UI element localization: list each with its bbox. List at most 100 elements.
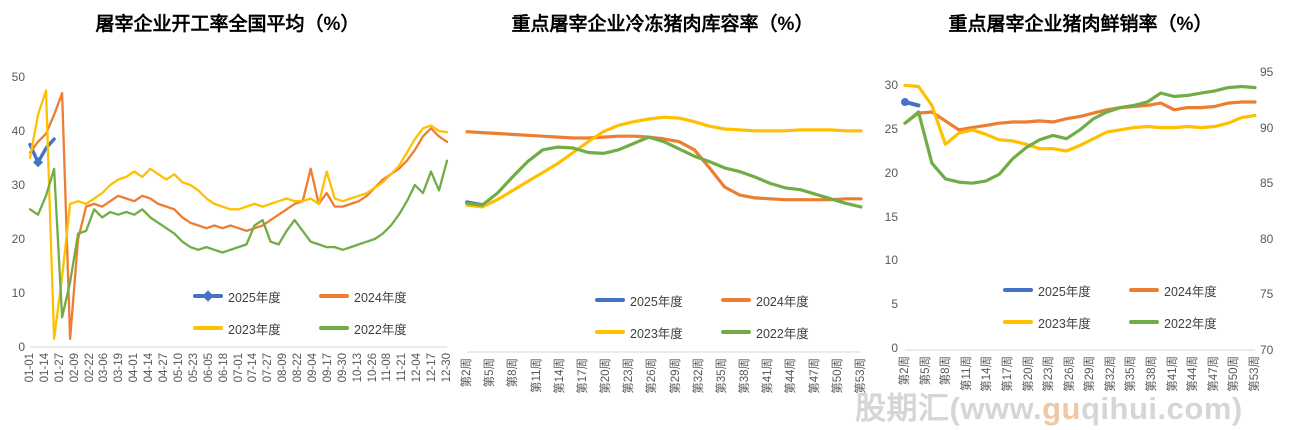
legend-swatch xyxy=(595,298,625,302)
legend-item-2023年度: 2023年度 xyxy=(193,321,281,337)
x-tick-label: 第14周 xyxy=(553,358,566,394)
x-tick-label: 10-13 xyxy=(351,353,364,383)
x-tick-label: 02-09 xyxy=(68,353,81,383)
x-tick-label: 09-17 xyxy=(321,353,334,383)
legend-swatch xyxy=(319,326,349,330)
x-tick-label: 03-06 xyxy=(98,353,111,383)
legend-label: 2023年度 xyxy=(1038,316,1091,331)
legend-item-2022年度: 2022年度 xyxy=(721,325,809,341)
y-tick-label: 95 xyxy=(1260,65,1274,79)
chart-title: 重点屠宰企业猪肉鲜销率（%） xyxy=(948,14,1213,35)
x-tick-label: 第26周 xyxy=(646,358,659,394)
legend-label: 2024年度 xyxy=(354,290,407,305)
y-tick-label: 0 xyxy=(18,340,25,354)
legend-label: 2022年度 xyxy=(1164,316,1217,331)
x-tick-label: 07-27 xyxy=(262,353,275,383)
x-tick-label: 第11周 xyxy=(530,358,543,393)
x-tick-label: 第8周 xyxy=(507,358,520,388)
legend-swatch xyxy=(1129,320,1159,324)
chart-title: 重点屠宰企业冷冻猪肉库容率（%） xyxy=(511,14,814,35)
series-line-2025年度 xyxy=(28,137,56,164)
y-tick-label: 80 xyxy=(1260,231,1274,246)
y-tick-label: 85 xyxy=(1260,176,1274,191)
x-tick-label: 12-30 xyxy=(441,353,453,383)
legend-swatch xyxy=(319,294,349,298)
x-tick-label: 07-14 xyxy=(247,353,260,383)
x-tick-label: 08-22 xyxy=(292,353,305,383)
chart-fresh-sales-panel: 重点屠宰企业猪肉鲜销率（%） 30 25 20 15 10 5 0 95 90 85 80 75 70 第… xyxy=(870,0,1291,430)
legend-swatch xyxy=(193,290,223,302)
x-tick-label: 第17周 xyxy=(576,358,589,394)
x-tick-label: 05-10 xyxy=(172,353,185,383)
legend-item-2025年度: 2025年度 xyxy=(595,293,683,309)
x-tick-label: 10-26 xyxy=(366,353,379,383)
series-line-2023年度 xyxy=(465,115,863,209)
series-line-2023年度 xyxy=(28,89,449,341)
y-tick-label: 30 xyxy=(884,78,898,92)
y-tick-label: 40 xyxy=(11,124,25,138)
x-tick-label: 06-05 xyxy=(202,353,215,383)
legend-marker xyxy=(202,290,214,302)
x-tick-label: 12-04 xyxy=(411,353,424,383)
y-tick-label: 50 xyxy=(11,70,25,84)
x-tick-label: 11-08 xyxy=(381,353,394,382)
x-tick-label: 09-30 xyxy=(336,353,349,383)
x-tick-label: 第41周 xyxy=(762,358,775,394)
chart-storage-rate-panel: 重点屠宰企业冷冻猪肉库容率（%） 第2周 第5周 第8周 第11周 第14周 第17周 第2… xyxy=(455,0,870,430)
x-tick-label: 第50周 xyxy=(831,358,844,394)
legend-swatch xyxy=(1003,288,1033,292)
legend-item-2025年度: 2025年度 xyxy=(193,289,281,305)
legend-label: 2022年度 xyxy=(756,326,809,341)
y-tick-label: 20 xyxy=(884,165,898,180)
legend-item-2025年度: 2025年度 xyxy=(1003,283,1091,299)
watermark: 股期汇(www.guqihui.com) xyxy=(855,383,1243,428)
x-tick-label: 04-14 xyxy=(143,353,156,383)
x-tick-label: 第29周 xyxy=(669,358,682,394)
legend-item-2022年度: 2022年度 xyxy=(319,321,407,337)
chart-operating-rate-panel: 屠宰企业开工率全国平均（%） 50 40 30 20 10 0 01-01 01-14 01-2… xyxy=(0,0,455,430)
y-tick-label: 0 xyxy=(891,341,898,355)
legend-swatch xyxy=(721,298,751,302)
legend-item-2024年度: 2024年度 xyxy=(721,293,809,309)
y-tick-label: 15 xyxy=(884,209,898,224)
legend-item-2024年度: 2024年度 xyxy=(1129,283,1217,299)
y-tick-label: 25 xyxy=(884,121,898,136)
y-tick-label: 20 xyxy=(11,232,25,246)
legend-item-2023年度: 2023年度 xyxy=(1003,315,1091,331)
x-tick-label: 06-18 xyxy=(217,353,230,383)
legend-label: 2024年度 xyxy=(756,294,809,309)
y-tick-label: 70 xyxy=(1260,343,1274,357)
y-tick-label: 5 xyxy=(891,297,898,312)
x-tick-label: 第38周 xyxy=(739,358,752,394)
chart-title: 屠宰企业开工率全国平均（%） xyxy=(95,14,360,35)
x-tick-label: 08-09 xyxy=(277,353,290,383)
watermark-highlight: gu xyxy=(1042,391,1081,426)
line-plot xyxy=(28,89,449,348)
series-line-2024年度 xyxy=(465,130,863,202)
y-tick-label: 75 xyxy=(1260,287,1274,302)
x-tick-label: 第44周 xyxy=(785,358,798,394)
legend-swatch xyxy=(193,326,223,330)
series-marker-2025年度 xyxy=(901,98,909,107)
line-plot xyxy=(901,83,1257,351)
watermark-suffix: qihui.com) xyxy=(1081,391,1243,426)
x-tick-label: 07-01 xyxy=(232,353,245,383)
series-line-2023年度 xyxy=(903,83,1257,153)
x-tick-label: 第32周 xyxy=(692,358,705,394)
series-marker-2025年度 xyxy=(33,157,43,168)
y-tick-label: 90 xyxy=(1260,120,1274,135)
y-tick-label: 10 xyxy=(884,253,898,268)
legend-label: 2024年度 xyxy=(1164,284,1217,299)
y-tick-label: 10 xyxy=(11,286,25,300)
watermark-prefix: 股期汇(www. xyxy=(855,391,1043,426)
x-tick-label: 11-21 xyxy=(396,353,409,382)
x-tick-label: 05-23 xyxy=(187,353,200,383)
series-line-2022年度 xyxy=(903,84,1257,185)
x-tick-label: 09-04 xyxy=(306,353,319,383)
x-tick-label: 01-01 xyxy=(24,353,36,383)
x-tick-label: 12-17 xyxy=(426,353,439,383)
legend-label: 2025年度 xyxy=(630,294,683,309)
x-tick-label: 01-27 xyxy=(53,353,66,383)
x-tick-label: 第20周 xyxy=(600,358,613,394)
